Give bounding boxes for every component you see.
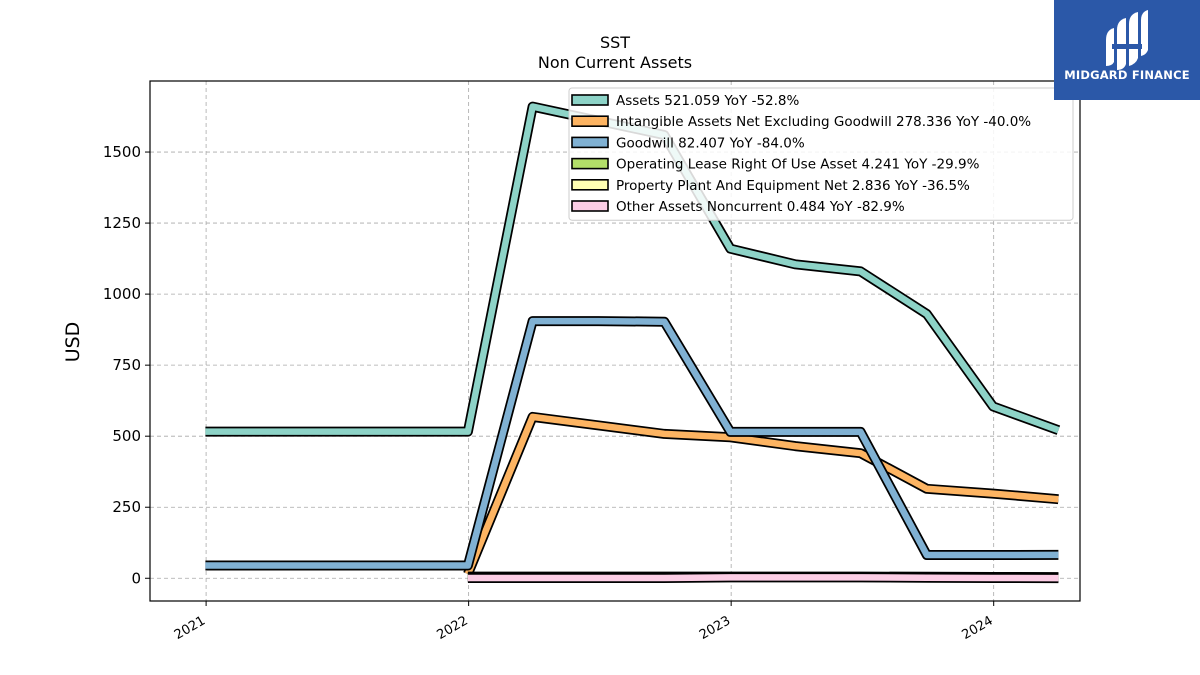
legend-label: Assets 521.059 YoY -52.8% — [616, 93, 800, 109]
chart-title: SST — [600, 33, 630, 52]
y-tick-label: 250 — [112, 498, 141, 516]
series-line-other-assets-noncurrent — [467, 574, 1059, 582]
plot-frame — [149, 80, 1081, 602]
midgard-logo-icon — [1106, 10, 1148, 70]
x-tick-label: 2024 — [960, 613, 996, 643]
y-tick-label: 0 — [131, 569, 141, 587]
x-axis: 2021 2022 2023 2024 — [172, 601, 996, 643]
legend-label: Operating Lease Right Of Use Asset 4.241… — [616, 157, 980, 173]
series-layer — [205, 101, 1061, 584]
legend-box — [568, 87, 1074, 221]
x-tick-label: 2021 — [172, 613, 208, 643]
legend-label: Goodwill 82.407 YoY -84.0% — [616, 135, 805, 151]
series-line-assets — [205, 103, 1060, 435]
x-tick-label: 2023 — [697, 613, 733, 643]
series-line-goodwill — [205, 317, 1059, 569]
legend-swatch — [571, 136, 609, 149]
legend: Assets 521.059 YoY -52.8% Intangible Asse… — [568, 87, 1074, 221]
x-tick-label: 2022 — [434, 613, 470, 643]
legend-label: Property Plant And Equipment Net 2.836 Y… — [616, 178, 970, 194]
legend-label: Other Assets Noncurrent 0.484 YoY -82.9% — [616, 199, 905, 215]
series-line-intangible-assets-net-excluding-goodwill — [464, 413, 1059, 576]
legend-swatch — [571, 200, 609, 212]
series-outline-goodwill — [205, 316, 1059, 571]
brand-name: MIDGARD FINANCE — [1064, 68, 1190, 82]
y-tick-label: 1250 — [103, 214, 141, 232]
y-tick-label: 1000 — [103, 285, 141, 303]
y-tick-label: 500 — [112, 427, 141, 445]
legend-swatch — [571, 115, 609, 127]
legend-swatch — [571, 157, 609, 170]
y-tick-label: 1500 — [103, 143, 141, 161]
legend-swatch — [571, 94, 609, 106]
chart-subtitle: Non Current Assets — [538, 53, 692, 72]
legend-label: Intangible Assets Net Excluding Goodwill… — [616, 114, 1031, 130]
midgard-finance-logo: MIDGARD FINANCE — [1054, 0, 1200, 100]
legend-swatch — [571, 179, 609, 191]
y-tick-label: 750 — [112, 356, 141, 374]
y-axis: 0 250 500 750 1000 1250 1500 — [103, 143, 150, 587]
y-axis-label: USD — [62, 322, 84, 363]
